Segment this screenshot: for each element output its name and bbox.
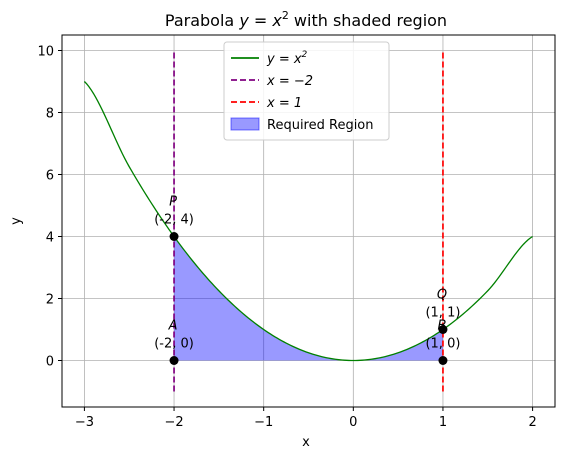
point-layer: P (-2, 4) A (-2, 0) Q (1, 1)B (1, 0): [154, 195, 460, 365]
point-coord-label: (-2, 0): [154, 337, 194, 352]
point-name-label: P: [169, 195, 177, 210]
y-axis-label: y: [9, 217, 24, 225]
x-tick-label: −3: [75, 415, 94, 430]
point-name-label: A: [168, 319, 178, 334]
point-name-label: Q: [437, 288, 447, 303]
ticks: −3 −2 −1 0 1 2 0 2 4 6 8 10: [37, 45, 536, 431]
legend-label-text: x = −2: [266, 74, 313, 89]
point-coord-label: (-2, 4): [154, 213, 194, 228]
region-layer: [174, 236, 443, 361]
legend-label-exp: 2: [302, 50, 308, 60]
point-p: [169, 232, 179, 241]
x-axis-label: x: [302, 435, 310, 450]
legend-label-text: Required Region: [267, 118, 374, 133]
y-tick-label: 10: [37, 45, 54, 60]
legend-label: x = 1: [266, 96, 302, 111]
x-tick-label: 0: [349, 415, 357, 430]
y-tick-label: 8: [46, 107, 54, 122]
x-tick-label: −2: [164, 415, 183, 430]
plot-frame: [61, 34, 556, 408]
chart-title-exp: 2: [282, 9, 289, 22]
chart-title: Parabola y = x2 with shaded region: [165, 9, 447, 30]
legend-swatch: [230, 117, 260, 131]
legend-label-text: x = 1: [266, 96, 302, 111]
vline-layer: [173, 50, 444, 392]
legend-label: y = x2: [266, 50, 308, 67]
parabola-curve: [83, 81, 533, 362]
x-tick-label: 2: [528, 415, 536, 430]
legend-label-text: y = x: [266, 52, 302, 67]
y-tick-label: 4: [46, 231, 54, 246]
curve-layer: [83, 81, 533, 362]
x-tick-label: 1: [439, 415, 447, 430]
y-tick-label: 0: [46, 355, 54, 370]
point-b: [438, 356, 448, 365]
legend: y = x2 x = −2 x = 1 Required Region: [223, 41, 390, 141]
legend-label: x = −2: [266, 74, 313, 89]
chart-title-math: y = x: [238, 11, 282, 30]
y-tick-label: 2: [46, 293, 54, 308]
point-coord-label: (1, 1): [425, 306, 460, 321]
point-coord-label: (1, 0): [425, 337, 460, 352]
legend-label: Required Region: [267, 118, 374, 133]
point-a: [169, 356, 179, 365]
x-tick-label: −1: [254, 415, 273, 430]
y-tick-label: 6: [46, 169, 54, 184]
chart-title-prefix: Parabola: [165, 11, 239, 30]
point-q: [438, 325, 448, 334]
legend-box: [223, 41, 390, 141]
chart-title-suffix: with shaded region: [289, 11, 447, 30]
required-region: [174, 236, 443, 361]
point-name-label: B: [437, 319, 446, 334]
